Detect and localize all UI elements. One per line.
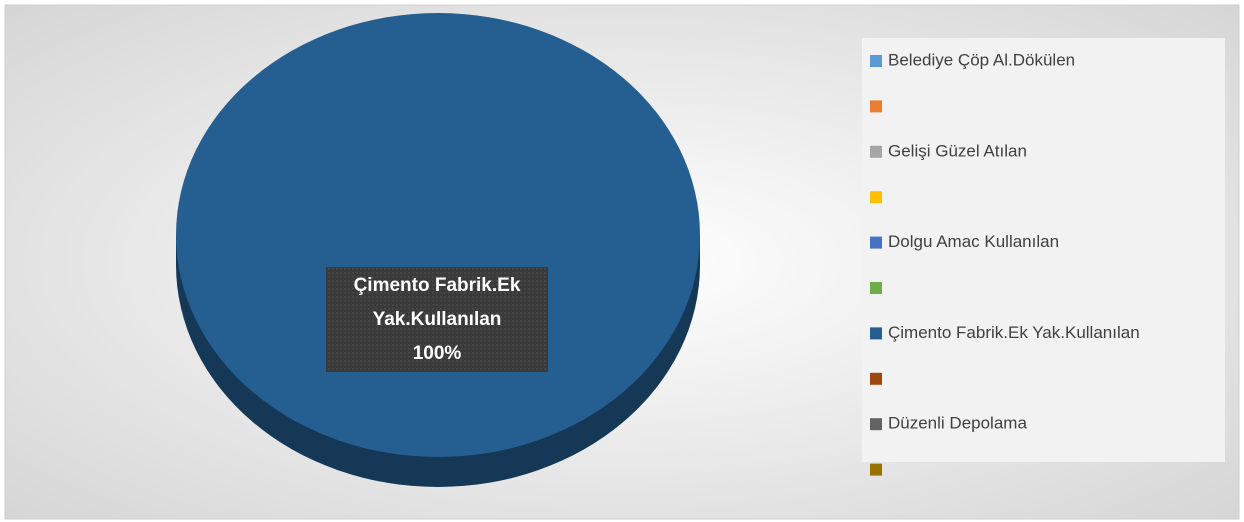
legend-swatch <box>870 282 882 294</box>
legend-label: Çimento Fabrik.Ek Yak.Kullanılan <box>888 323 1140 342</box>
legend-label: Düzenli Depolama <box>888 414 1027 433</box>
legend-swatch <box>870 100 882 113</box>
data-label: 100% <box>412 343 462 364</box>
pie-slice <box>176 13 700 457</box>
legend-swatch <box>870 418 882 431</box>
legend-swatch <box>870 55 882 67</box>
legend-label: Gelişi Güzel Atılan <box>888 141 1027 160</box>
data-label-category: Çimento Fabrik.Ek Yak.Kullanılan <box>353 275 521 330</box>
legend-swatch <box>870 372 882 385</box>
legend-swatch <box>870 236 882 249</box>
legend-swatch <box>870 145 882 158</box>
data-label-box <box>326 267 548 372</box>
legend-box <box>862 38 1225 462</box>
legend-swatch <box>870 463 882 476</box>
legend-label: Belediye Çöp Al.Dökülen <box>888 50 1075 69</box>
legend-swatch <box>870 327 882 340</box>
legend-label: Dolgu Amac Kullanılan <box>888 232 1059 251</box>
legend-swatch <box>870 191 882 204</box>
